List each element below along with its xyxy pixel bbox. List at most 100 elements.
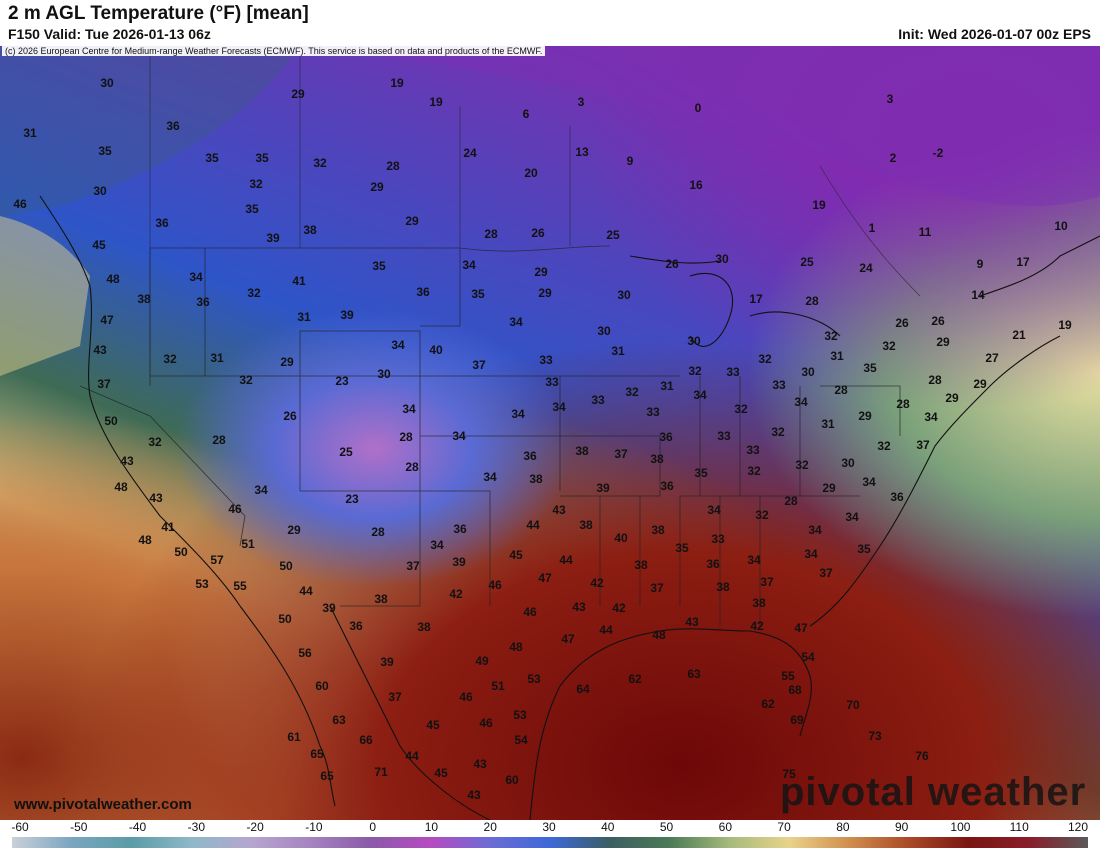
temperature-label: 29 [405, 214, 419, 228]
temperature-label: 31 [297, 310, 311, 324]
temperature-label: 62 [628, 672, 642, 686]
temperature-label: 40 [429, 343, 443, 357]
temperature-label: 28 [386, 159, 400, 173]
temperature-label: 60 [505, 773, 519, 787]
temperature-label: 36 [196, 295, 210, 309]
temperature-label: 42 [750, 619, 764, 633]
temperature-label: 32 [688, 364, 702, 378]
temperature-map[interactable]: 30 19 29 19 3 0 31 36 6 3 35 35 35 32 28 24 13 9 2 -2 20 30 32… [0, 46, 1100, 820]
temperature-label: 24 [859, 261, 873, 275]
temperature-label: 50 [174, 545, 188, 559]
temperature-label: 75 [782, 767, 796, 781]
temperature-label: 32 [747, 464, 761, 478]
temperature-label: 37 [760, 575, 774, 589]
temperature-label: 51 [491, 679, 505, 693]
temperature-label: 47 [538, 571, 552, 585]
color-scale: -60 -50 -40 -30 -20 -10 0 10 20 30 40 50 60 70 80 90 100… [0, 820, 1100, 850]
temperature-label: 28 [928, 373, 942, 387]
temperature-label: 39 [340, 308, 354, 322]
temperature-label: 37 [472, 358, 486, 372]
temperature-label: 26 [531, 226, 545, 240]
temperature-label: 17 [1016, 255, 1030, 269]
temperature-label: 34 [862, 475, 876, 489]
temperature-label: 66 [359, 733, 373, 747]
temperature-label: 40 [614, 531, 628, 545]
temperature-label: 30 [801, 365, 815, 379]
temperature-label: 43 [149, 491, 163, 505]
temperature-label: 28 [212, 433, 226, 447]
temperature-label: 48 [114, 480, 128, 494]
temperature-label: 44 [559, 553, 573, 567]
temperature-label: 36 [890, 490, 904, 504]
temperature-label: 23 [335, 374, 349, 388]
temperature-label: 41 [292, 274, 306, 288]
temperature-label: 39 [266, 231, 280, 245]
temperature-label: 29 [858, 409, 872, 423]
temperature-label: 43 [93, 343, 107, 357]
temperature-label: 38 [417, 620, 431, 634]
temperature-label: 38 [137, 292, 151, 306]
temperature-label: 31 [660, 379, 674, 393]
temperature-label: 50 [279, 559, 293, 573]
temperature-label: 35 [857, 542, 871, 556]
temperature-label: 9 [977, 257, 984, 271]
temperature-label: 29 [936, 335, 950, 349]
temperature-label: 54 [514, 733, 528, 747]
temperature-label: 30 [687, 334, 701, 348]
temperature-label: 29 [945, 391, 959, 405]
temperature-label: 41 [161, 520, 175, 534]
temperature-label: 26 [665, 257, 679, 271]
temperature-label: 32 [247, 286, 261, 300]
website-url[interactable]: www.pivotalweather.com [14, 796, 192, 813]
temperature-label: 30 [93, 184, 107, 198]
temperature-label: 39 [596, 481, 610, 495]
color-scale-tick: 70 [777, 820, 791, 834]
temperature-label: 34 [462, 258, 476, 272]
color-scale-tick: 50 [659, 820, 674, 834]
temperature-label: 34 [430, 538, 444, 552]
temperature-label: 34 [391, 338, 405, 352]
temperature-label: 46 [523, 605, 537, 619]
temperature-label: 34 [808, 523, 822, 537]
canada-borders [149, 46, 921, 297]
temperature-label: 35 [863, 361, 877, 375]
temperature-label: 32 [758, 352, 772, 366]
temperature-label: 35 [255, 151, 269, 165]
temperature-label: 20 [524, 166, 538, 180]
temperature-label: 43 [685, 615, 699, 629]
temperature-label: 33 [772, 378, 786, 392]
temperature-label: 19 [812, 198, 826, 212]
temperature-label: 37 [916, 438, 930, 452]
temperature-label: 71 [374, 765, 388, 779]
temperature-label: 57 [210, 553, 224, 567]
temperature-label: 60 [315, 679, 329, 693]
temperature-label: 37 [97, 377, 111, 391]
temperature-label: 26 [931, 314, 945, 328]
temperature-label: 44 [405, 749, 419, 763]
temperature-label: 38 [579, 518, 593, 532]
temperature-label: 48 [106, 272, 120, 286]
color-scale-tick: 60 [718, 820, 733, 834]
temperature-label: 68 [788, 683, 802, 697]
temperature-label: 31 [830, 349, 844, 363]
temperature-label: 29 [287, 523, 301, 537]
map-title: 2 m AGL Temperature (°F) [mean] [8, 3, 309, 24]
temperature-label: 38 [529, 472, 543, 486]
temperature-label: 34 [509, 315, 523, 329]
temperature-label: 28 [805, 294, 819, 308]
temperature-label: 6 [523, 107, 530, 121]
temperature-label: 28 [405, 460, 419, 474]
temperature-label: 32 [882, 339, 896, 353]
color-scale-tick: -40 [128, 820, 147, 834]
temperature-label: 32 [625, 385, 639, 399]
state-borders [79, 245, 901, 626]
temperature-label: 36 [349, 619, 363, 633]
temperature-label: 50 [278, 612, 292, 626]
color-scale-tick: -50 [70, 820, 88, 834]
temperature-label: -2 [933, 146, 944, 160]
temperature-label: 32 [824, 329, 838, 343]
temperature-label: 29 [822, 481, 836, 495]
temperature-label: 48 [509, 640, 523, 654]
temperature-label: 53 [195, 577, 209, 591]
temperature-label: 29 [973, 377, 987, 391]
